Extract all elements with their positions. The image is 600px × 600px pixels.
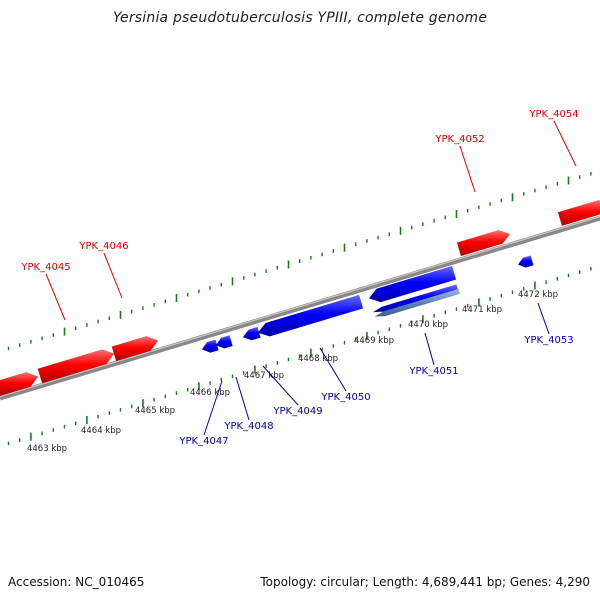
forward-gene[interactable] xyxy=(456,229,511,257)
forward-gene-label[interactable]: YPK_4052 xyxy=(434,134,484,145)
reverse-gene-label-leader xyxy=(424,332,435,366)
scale-label: 4472 kbp xyxy=(518,290,558,300)
forward-gene-label-leader xyxy=(103,252,123,299)
reverse-gene-label[interactable]: YPK_4048 xyxy=(223,421,273,432)
reverse-gene-label[interactable]: YPK_4050 xyxy=(320,392,370,403)
scale-label: 4467 kbp xyxy=(244,371,284,381)
scale-label: 4470 kbp xyxy=(408,320,448,330)
reverse-gene-label[interactable]: YPK_4049 xyxy=(272,406,322,417)
reverse-gene-label-leader xyxy=(319,347,347,392)
forward-gene[interactable] xyxy=(111,336,159,362)
scale-label: 4465 kbp xyxy=(135,406,175,416)
reverse-gene[interactable] xyxy=(517,255,534,268)
reverse-gene[interactable] xyxy=(242,326,261,341)
scale-label: 4466 kbp xyxy=(190,388,230,398)
reverse-gene-label-leader xyxy=(203,380,223,436)
backbone-highlight xyxy=(0,216,600,398)
scale-label: 4463 kbp xyxy=(27,444,67,454)
scale-label: 4469 kbp xyxy=(354,336,394,346)
scale-label: 4468 kbp xyxy=(298,354,338,364)
reverse-gene-label-leader xyxy=(235,376,250,421)
forward-gene-label[interactable]: YPK_4046 xyxy=(78,241,128,252)
reverse-gene-feature[interactable] xyxy=(374,288,461,317)
forward-gene-label[interactable]: YPK_4054 xyxy=(528,109,578,120)
reverse-gene-label-leader xyxy=(262,365,299,406)
reverse-gene[interactable] xyxy=(257,294,364,337)
reverse-gene-label[interactable]: YPK_4053 xyxy=(523,335,573,346)
genome-backbone xyxy=(0,215,600,401)
forward-gene[interactable] xyxy=(37,349,115,384)
reverse-gene-label[interactable]: YPK_4051 xyxy=(408,366,458,377)
accession-text: Accession: NC_010465 xyxy=(8,575,145,589)
reverse-gene[interactable] xyxy=(201,339,219,353)
reverse-gene[interactable] xyxy=(368,265,457,303)
forward-gene-label-leader xyxy=(553,120,577,167)
reverse-gene[interactable] xyxy=(215,335,233,349)
scale-label: 4471 kbp xyxy=(462,305,502,315)
forward-gene-label[interactable]: YPK_4045 xyxy=(20,262,70,273)
forward-gene[interactable] xyxy=(557,199,600,227)
forward-gene-label-leader xyxy=(459,145,476,193)
reverse-gene-label[interactable]: YPK_4047 xyxy=(178,436,228,447)
genome-meta-text: Topology: circular; Length: 4,689,441 bp… xyxy=(260,575,590,589)
scale-label: 4464 kbp xyxy=(81,426,121,436)
forward-gene-label-leader xyxy=(45,273,66,321)
forward-gene[interactable] xyxy=(0,372,39,397)
reverse-gene-label-leader xyxy=(537,302,550,335)
genome-title: Yersinia pseudotuberculosis YPIII, compl… xyxy=(112,10,488,26)
